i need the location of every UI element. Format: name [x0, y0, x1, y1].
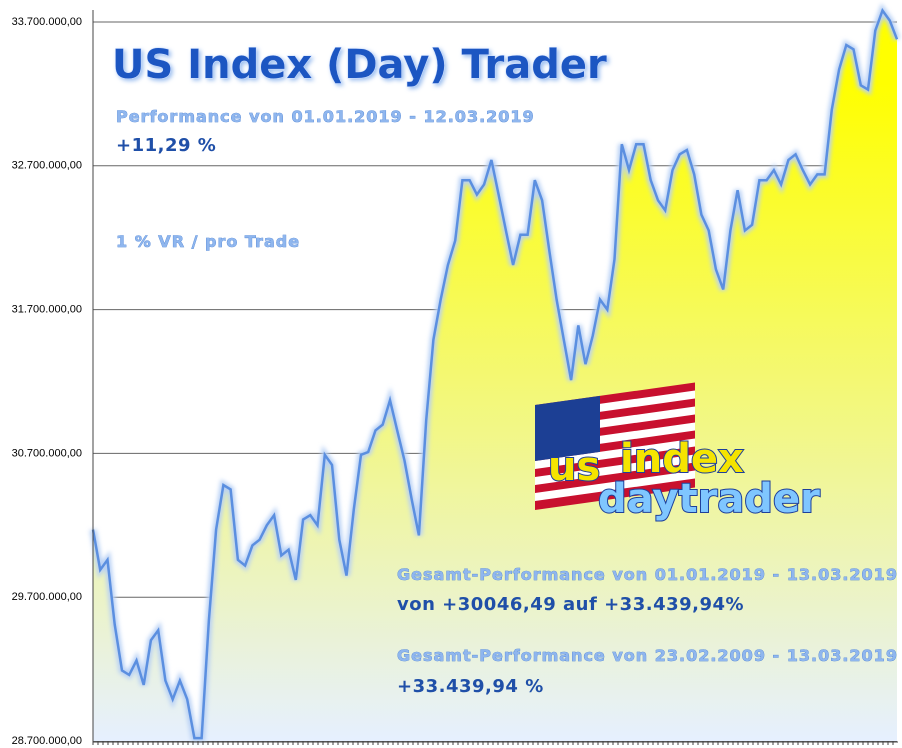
y-tick-label: 29.700.000,00	[12, 591, 82, 603]
annotation: Performance von 01.01.2019 - 12.03.2019	[116, 107, 535, 126]
annotation: von +30046,49 auf +33.439,94%	[397, 594, 744, 615]
y-tick-label: 31.700.000,00	[12, 304, 82, 316]
annotation: +33.439,94 %	[397, 676, 544, 697]
annotation: +11,29 %	[116, 135, 216, 156]
annotation: Gesamt-Performance von 01.01.2019 - 13.0…	[397, 565, 898, 584]
y-tick-label: 32.700.000,00	[12, 160, 82, 172]
line	[91, 7, 899, 740]
logo-text: index	[620, 436, 744, 482]
y-tick-label: 30.700.000,00	[12, 447, 82, 459]
logo-text: daytrader	[598, 476, 820, 522]
flag	[535, 382, 695, 510]
plot	[89, 3, 901, 742]
annotation: 1 % VR / pro Trade	[116, 232, 300, 251]
logo: us index daytrader	[535, 382, 821, 523]
y-tick-label: 28.700.000,00	[12, 735, 82, 747]
annotation: Gesamt-Performance von 23.02.2009 - 13.0…	[397, 646, 898, 665]
chart-title: US Index (Day) Trader	[112, 42, 607, 88]
y-tick-label: 33.700.000,00	[12, 16, 82, 28]
logo-text: us	[548, 444, 600, 490]
